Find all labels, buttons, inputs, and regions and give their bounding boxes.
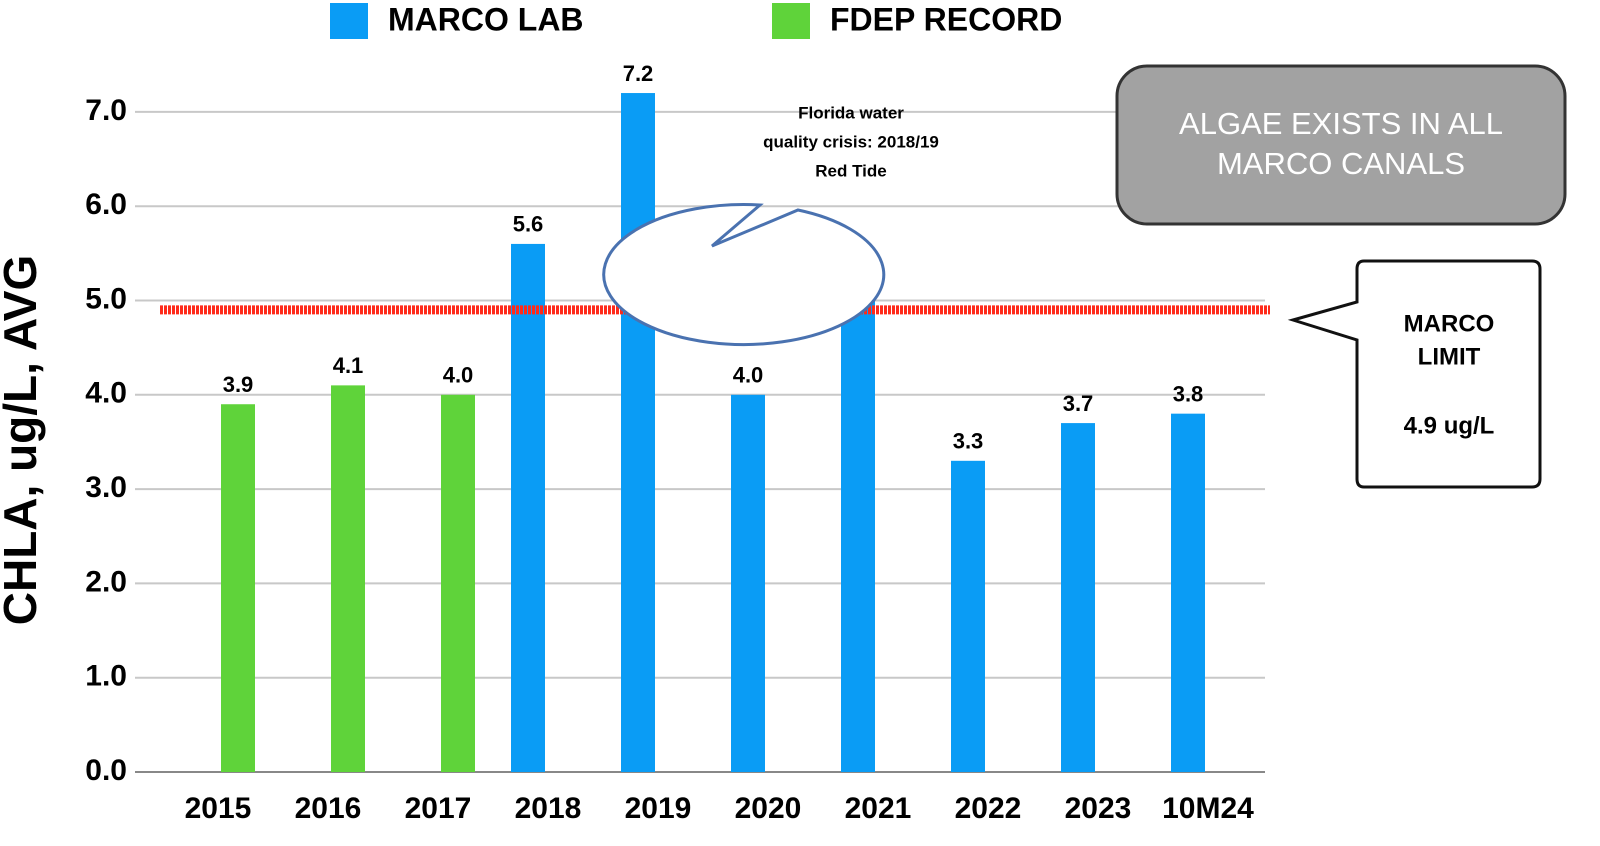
value-label: 7.2 (623, 61, 654, 86)
x-tick-label: 2015 (185, 792, 252, 825)
value-label: 4.0 (733, 363, 764, 388)
plot: 0.0 1.0 2.0 3.0 4.0 5.0 6.0 7.0 2015 3.9 2016 4.1 20… (85, 61, 1270, 825)
y-tick-label: 0.0 (85, 754, 127, 787)
bar (511, 243, 545, 773)
bar (621, 93, 655, 773)
value-label: 4.0 (443, 363, 474, 388)
x-tick-label: 2019 (625, 792, 692, 825)
x-tick-label: 2022 (955, 792, 1022, 825)
y-tick-label: 6.0 (85, 188, 127, 221)
limit-label: 4.9 ug/L (1404, 412, 1495, 439)
bar (1061, 423, 1095, 772)
y-tick-label: 5.0 (85, 282, 127, 315)
value-label: 3.3 (953, 429, 984, 454)
legend-label: MARCO LAB (388, 1, 584, 37)
bar (221, 404, 255, 772)
callout-text: Red Tide (815, 161, 886, 180)
bar (731, 394, 765, 772)
limit-title: MARCO (1404, 310, 1495, 337)
bar (331, 385, 365, 772)
x-tick-label: 2017 (405, 792, 472, 825)
x-tick-label: 2016 (295, 792, 362, 825)
legend-swatch (772, 3, 810, 39)
callout-text: quality crisis: 2018/19 (763, 132, 939, 151)
note-text: MARCO CANALS (1217, 146, 1465, 181)
note-text: ALGAE EXISTS IN ALL (1179, 106, 1503, 141)
x-tick-label: 10M24 (1162, 792, 1254, 825)
value-label: 3.9 (223, 372, 254, 397)
note-box (1115, 64, 1567, 226)
value-label: 4.1 (333, 353, 364, 378)
value-label: 5.6 (513, 212, 544, 237)
legend-swatch (330, 3, 368, 39)
x-tick-label: 2020 (735, 792, 802, 825)
bar (1171, 413, 1205, 772)
legend-label: FDEP RECORD (830, 1, 1062, 37)
bar (951, 460, 985, 772)
x-tick-label: 2023 (1065, 792, 1132, 825)
speech-bubble (602, 203, 886, 347)
y-tick-label: 3.0 (85, 471, 127, 504)
bar (441, 394, 475, 772)
x-tick-label: 2021 (845, 792, 912, 825)
annotations: Florida water quality crisis: 2018/19 Re… (0, 64, 1567, 626)
y-tick-label: 7.0 (85, 94, 127, 127)
y-tick-label: 4.0 (85, 377, 127, 410)
bar (841, 291, 875, 772)
y-tick-label: 2.0 (85, 565, 127, 598)
limit-title: LIMIT (1418, 343, 1481, 370)
y-axis-label: CHLA, ug/L, AVG (0, 255, 46, 626)
callout-text: Florida water (798, 103, 904, 122)
x-tick-label: 2018 (515, 792, 582, 825)
value-label: 3.8 (1173, 381, 1204, 406)
y-tick-label: 1.0 (85, 660, 127, 693)
limit-box (1287, 259, 1542, 489)
value-label: 3.7 (1063, 391, 1094, 416)
